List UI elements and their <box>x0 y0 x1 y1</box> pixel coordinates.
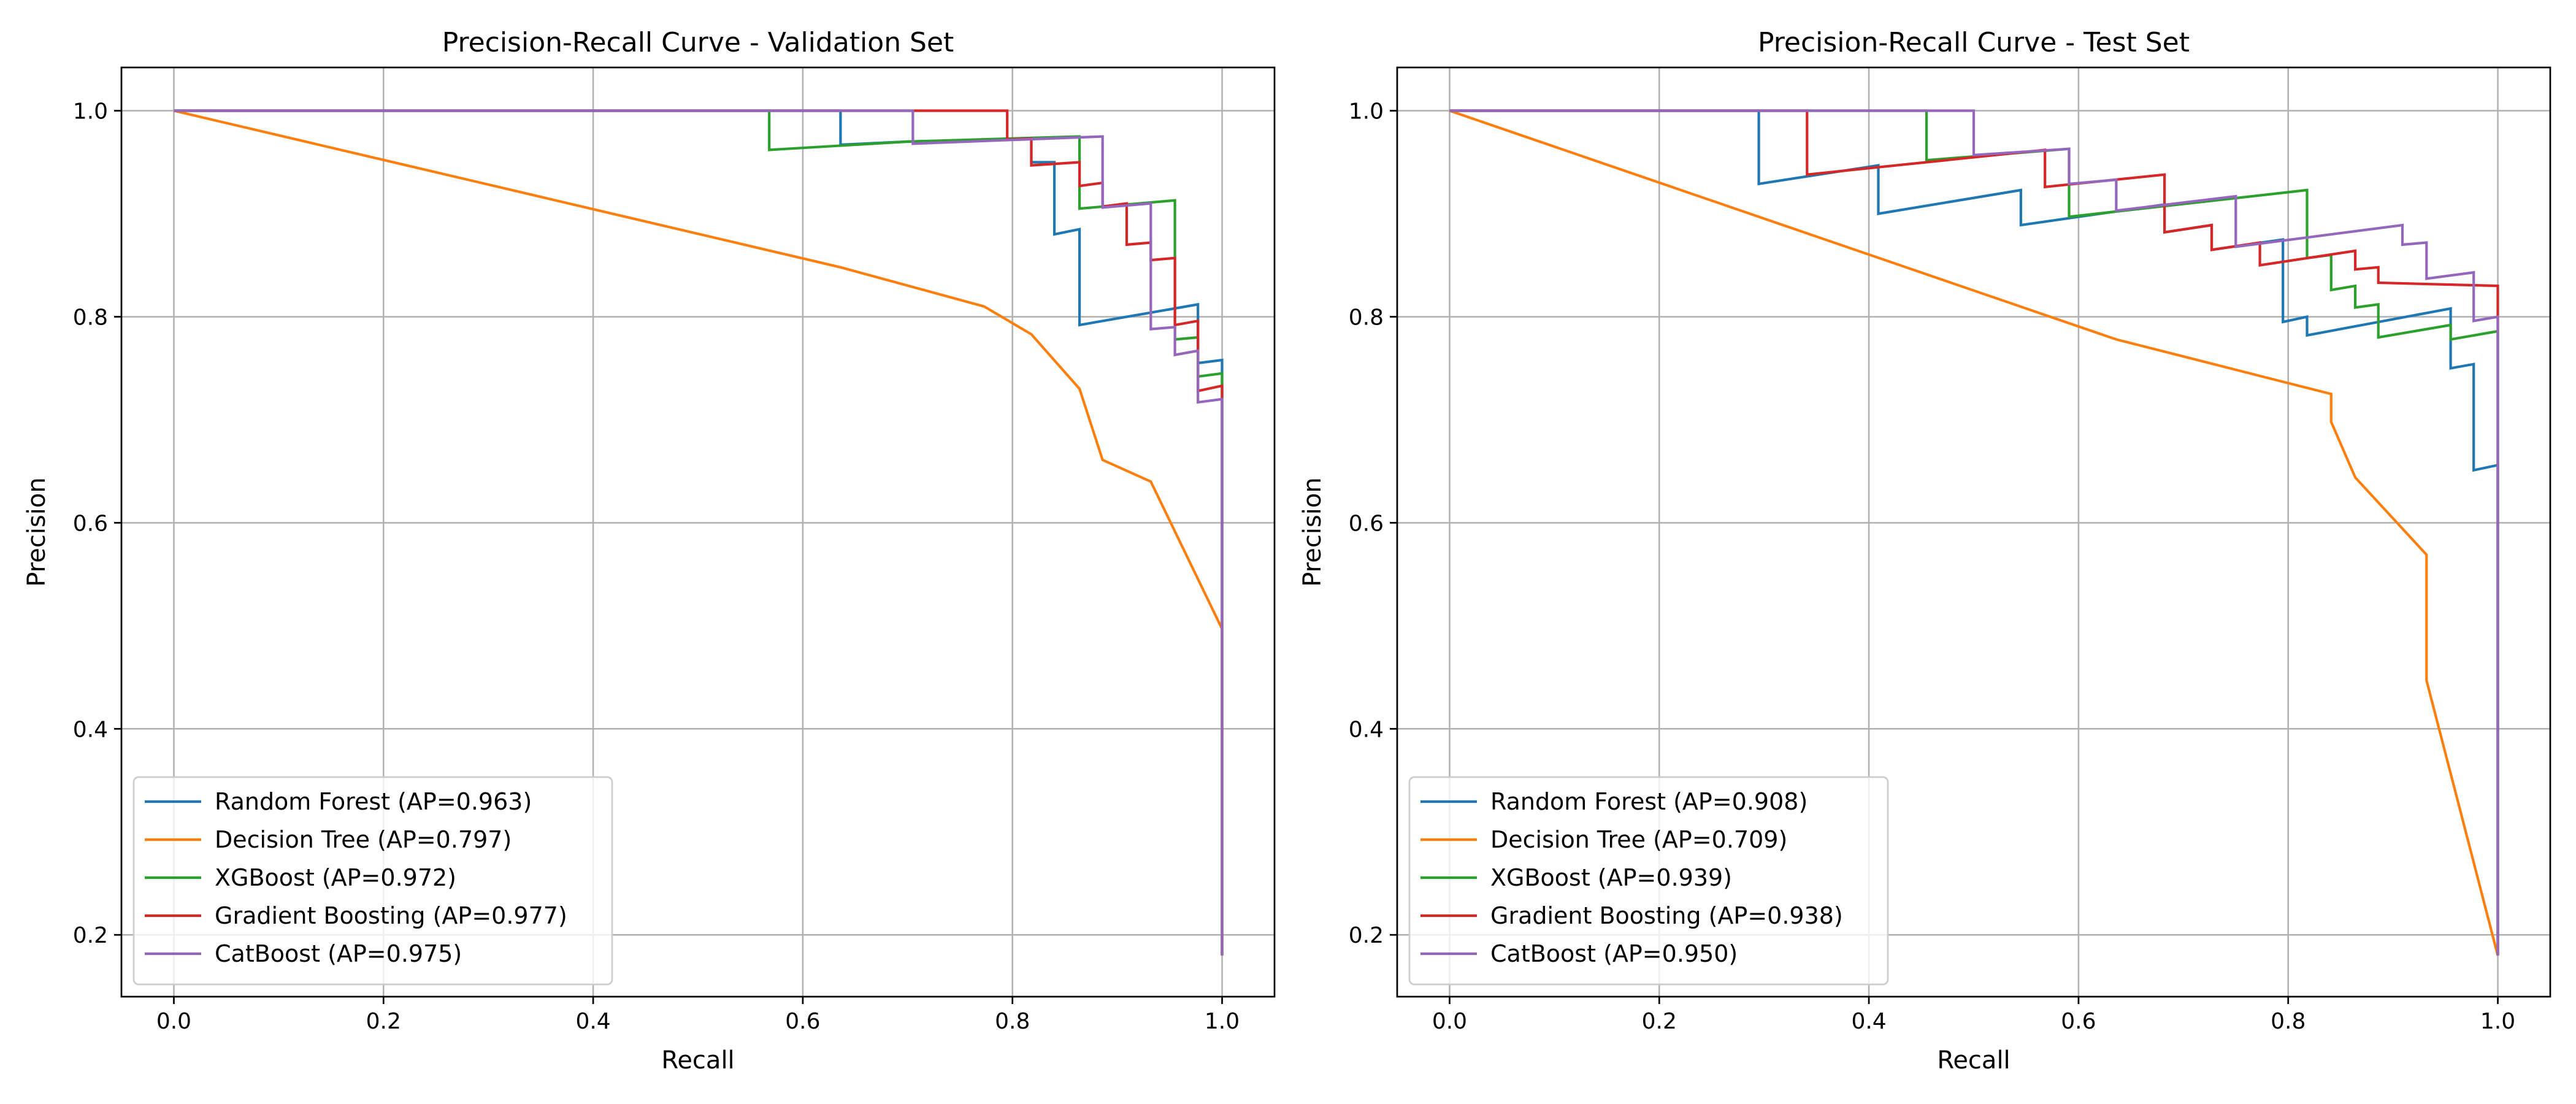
x-tick-label: 0.0 <box>1432 1009 1467 1034</box>
y-tick-label: 0.2 <box>1349 923 1384 948</box>
y-tick-label: 1.0 <box>1349 99 1384 125</box>
legend-box <box>132 776 613 986</box>
series-line-gradient-boosting <box>1449 109 2499 956</box>
x-axis-label: Recall <box>1937 1046 2010 1075</box>
x-tick-label: 0.4 <box>1851 1009 1886 1034</box>
y-axis-label: Precision <box>1298 477 1327 586</box>
y-axis-label: Precision <box>23 477 51 586</box>
y-tick-label: 0.8 <box>73 305 108 330</box>
plot-area-frame <box>1396 66 2551 998</box>
x-tick-label: 0.2 <box>366 1009 401 1034</box>
legend-label-catboost: CatBoost (AP=0.975) <box>215 940 462 967</box>
legend-label-decision-tree: Decision Tree (AP=0.797) <box>215 826 512 853</box>
x-tick-label: 1.0 <box>2480 1009 2515 1034</box>
series-line-catboost <box>174 109 1224 956</box>
x-tick-label: 0.0 <box>156 1009 191 1034</box>
y-tick-label: 0.6 <box>73 511 108 536</box>
x-tick-label: 0.6 <box>2061 1009 2096 1034</box>
legend-label-random-forest: Random Forest (AP=0.963) <box>215 788 532 815</box>
series-line-decision-tree <box>174 109 1224 956</box>
y-tick-label: 0.8 <box>1349 305 1384 330</box>
legend-label-random-forest: Random Forest (AP=0.908) <box>1490 788 1807 815</box>
chart-title: Precision-Recall Curve - Test Set <box>1758 27 2190 58</box>
x-tick-label: 0.8 <box>2271 1009 2306 1034</box>
legend-label-decision-tree: Decision Tree (AP=0.709) <box>1490 826 1787 853</box>
y-tick-label: 0.2 <box>73 923 108 948</box>
test-set-panel: 0.0 0.2 0.4 0.6 0.8 1.0 0.2 0.4 0.6 0.8 1.0 Precisi… <box>1298 27 2551 1075</box>
series-group <box>174 109 1224 956</box>
series-group <box>1449 109 2499 956</box>
y-tick-label: 0.4 <box>73 717 108 742</box>
legend: Random Forest (AP=0.963) Decision Tree (A… <box>132 776 613 986</box>
y-tick-label: 0.4 <box>1349 717 1384 742</box>
x-tick-label: 0.8 <box>995 1009 1030 1034</box>
y-tick-label: 0.6 <box>1349 511 1384 536</box>
plot-area-frame <box>120 66 1276 998</box>
x-axis-label: Recall <box>661 1046 734 1075</box>
x-tick-label: 1.0 <box>1205 1009 1240 1034</box>
x-tick-label: 0.6 <box>785 1009 820 1034</box>
x-tick-label: 0.2 <box>1642 1009 1677 1034</box>
legend-label-gradient-boosting: Gradient Boosting (AP=0.938) <box>1490 902 1843 929</box>
chart-title: Precision-Recall Curve - Validation Set <box>442 27 954 58</box>
legend-box <box>1408 776 1889 986</box>
legend-label-xgboost: XGBoost (AP=0.972) <box>215 864 456 891</box>
x-tick-label: 0.4 <box>575 1009 610 1034</box>
y-tick-label: 1.0 <box>73 99 108 125</box>
series-line-catboost <box>1449 109 2499 956</box>
legend: Random Forest (AP=0.908) Decision Tree (A… <box>1408 776 1889 986</box>
legend-label-xgboost: XGBoost (AP=0.939) <box>1490 864 1732 891</box>
legend-label-catboost: CatBoost (AP=0.950) <box>1490 940 1738 967</box>
validation-set-panel: 0.0 0.2 0.4 0.6 0.8 1.0 0.2 0.4 0.6 0.8 1.0 Precisi… <box>23 27 1276 1075</box>
legend-label-gradient-boosting: Gradient Boosting (AP=0.977) <box>215 902 567 929</box>
series-line-decision-tree <box>1449 109 2499 956</box>
